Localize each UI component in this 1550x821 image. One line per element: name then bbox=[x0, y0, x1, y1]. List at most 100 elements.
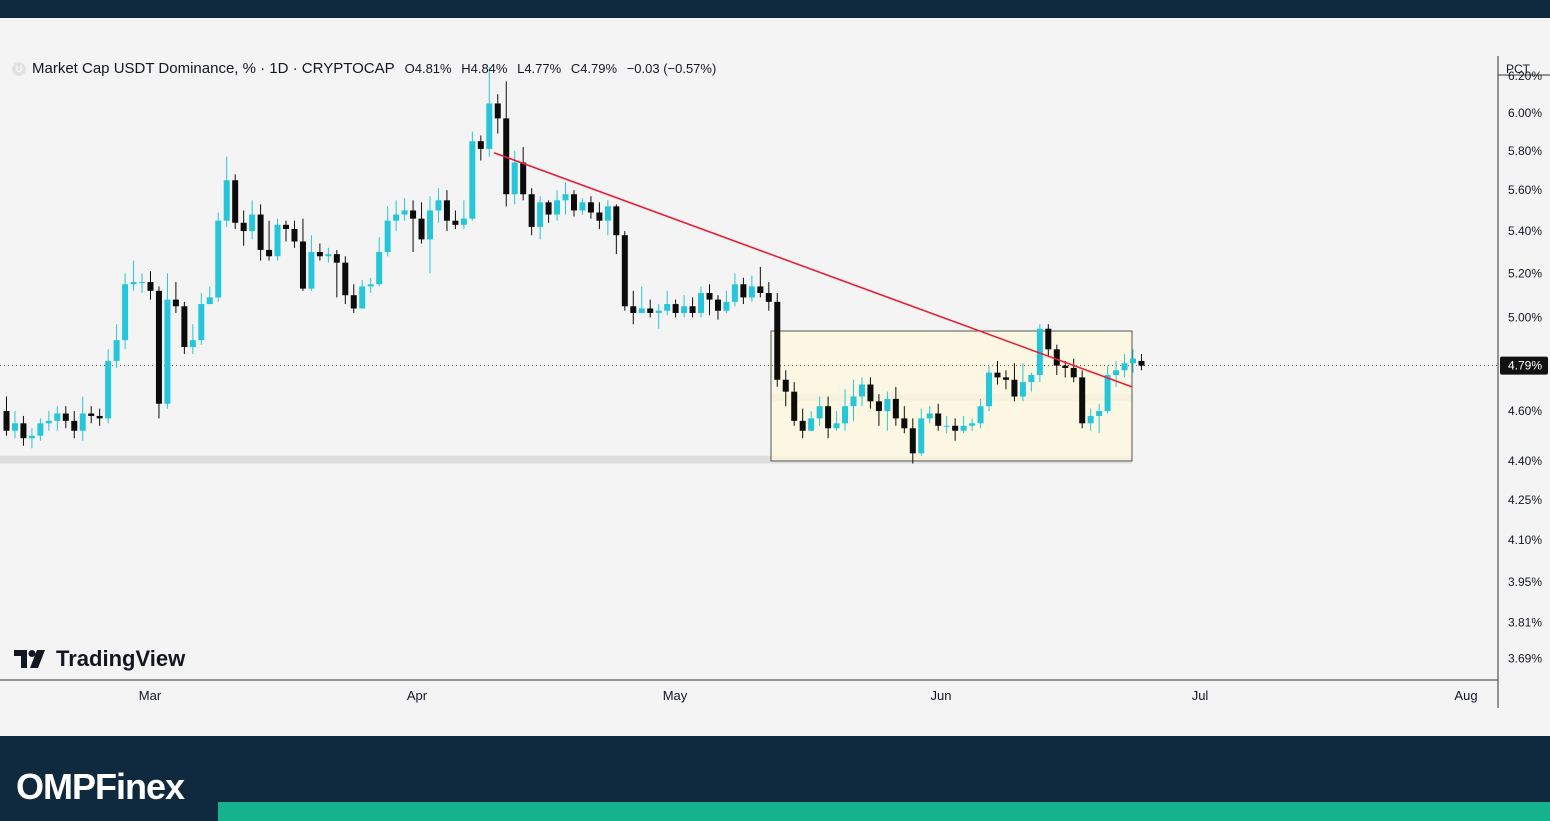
candle bbox=[1130, 349, 1137, 373]
candle bbox=[892, 386, 899, 426]
candle-body bbox=[909, 428, 916, 454]
candle bbox=[918, 408, 925, 456]
candle-body bbox=[172, 299, 179, 307]
candle bbox=[723, 290, 730, 313]
candle-body bbox=[587, 202, 594, 213]
candle bbox=[427, 196, 433, 274]
candle bbox=[393, 200, 400, 232]
candle-body bbox=[621, 235, 628, 307]
candle-body bbox=[706, 293, 713, 300]
candle-body bbox=[1036, 328, 1043, 376]
candle bbox=[740, 277, 747, 305]
candle bbox=[189, 324, 196, 354]
candle bbox=[562, 182, 569, 215]
candle bbox=[909, 418, 916, 464]
candle-body bbox=[545, 202, 552, 215]
candle bbox=[638, 286, 645, 313]
candle-body bbox=[325, 254, 332, 257]
candle bbox=[215, 212, 222, 302]
current-price-badge bbox=[1500, 356, 1548, 375]
candle-body bbox=[647, 308, 654, 313]
candle bbox=[952, 418, 959, 441]
candle-body bbox=[740, 284, 747, 298]
candle bbox=[782, 370, 789, 407]
candle bbox=[325, 247, 332, 263]
candle-body bbox=[638, 308, 645, 313]
candle-body bbox=[960, 425, 967, 431]
candle bbox=[155, 286, 162, 419]
candle-body bbox=[825, 406, 832, 429]
candle-body bbox=[1011, 379, 1018, 397]
candle bbox=[28, 428, 35, 449]
candle bbox=[706, 284, 713, 316]
candle bbox=[1002, 370, 1009, 390]
price-tick-label: 3.69% bbox=[1508, 651, 1542, 665]
candle-body bbox=[291, 228, 298, 242]
candle bbox=[816, 396, 823, 426]
candle-body bbox=[20, 423, 27, 439]
time-tick-label: Apr bbox=[407, 688, 428, 703]
price-tick-label: 4.10% bbox=[1508, 533, 1542, 547]
candle-body bbox=[723, 301, 730, 311]
candle bbox=[435, 188, 442, 223]
price-unit-label: PCT bbox=[1506, 62, 1531, 76]
candle bbox=[503, 81, 510, 207]
candle-body bbox=[596, 212, 603, 221]
candle-body bbox=[1002, 377, 1009, 380]
candle bbox=[1096, 403, 1103, 434]
candle-body bbox=[198, 304, 205, 341]
candle bbox=[672, 299, 679, 318]
candle bbox=[630, 290, 637, 325]
price-tick-label: 3.95% bbox=[1508, 575, 1542, 589]
candle-body bbox=[1096, 411, 1103, 416]
candle bbox=[808, 411, 815, 431]
candle-body bbox=[1113, 370, 1120, 376]
candle-body bbox=[1045, 328, 1052, 350]
candle-body bbox=[232, 180, 239, 223]
candle-body bbox=[613, 206, 620, 236]
candle-body bbox=[155, 290, 162, 404]
candle bbox=[1079, 370, 1086, 429]
candle-body bbox=[994, 372, 1001, 378]
candle-body bbox=[503, 118, 510, 195]
candle-body bbox=[943, 425, 950, 427]
candle-body bbox=[274, 224, 281, 257]
candle-body bbox=[427, 210, 433, 240]
chart-area[interactable]: PCT 6.20% 6.00% 5.80% 5.60% 5.40% 5.20% 5.00% 4.… bbox=[0, 18, 1550, 736]
candle-body bbox=[604, 206, 611, 221]
tradingview-watermark[interactable]: TradingView bbox=[14, 646, 185, 672]
candle-body bbox=[808, 418, 815, 431]
candle bbox=[240, 210, 247, 246]
candle-body bbox=[833, 423, 840, 429]
candle bbox=[342, 256, 349, 305]
candle bbox=[418, 202, 425, 244]
candle bbox=[875, 394, 882, 426]
symbol-title[interactable]: Market Cap USDT Dominance, % · 1D · CRYP… bbox=[32, 60, 395, 77]
candle-body bbox=[884, 398, 891, 412]
candle-body bbox=[782, 379, 789, 392]
candle bbox=[105, 349, 112, 424]
candle-body bbox=[113, 340, 120, 361]
candle-body bbox=[1138, 360, 1145, 366]
candle bbox=[443, 190, 450, 232]
candle-body bbox=[681, 306, 688, 313]
candle bbox=[54, 406, 61, 431]
price-tick-label: 4.25% bbox=[1508, 493, 1542, 507]
candle bbox=[11, 411, 18, 439]
price-tick-label: 5.20% bbox=[1508, 266, 1542, 280]
candle-body bbox=[393, 214, 400, 221]
price-tick-label: 5.00% bbox=[1508, 310, 1542, 324]
candle bbox=[647, 299, 654, 318]
candle-body bbox=[443, 200, 450, 221]
candle-body bbox=[537, 202, 544, 227]
candle bbox=[333, 249, 340, 298]
candle bbox=[664, 290, 671, 316]
candle bbox=[765, 282, 772, 311]
candle-body bbox=[494, 103, 501, 119]
candle-body bbox=[850, 396, 857, 407]
candle-body bbox=[977, 406, 984, 424]
time-tick-label: Aug bbox=[1454, 688, 1477, 703]
candle bbox=[757, 266, 764, 298]
candle bbox=[731, 273, 738, 307]
